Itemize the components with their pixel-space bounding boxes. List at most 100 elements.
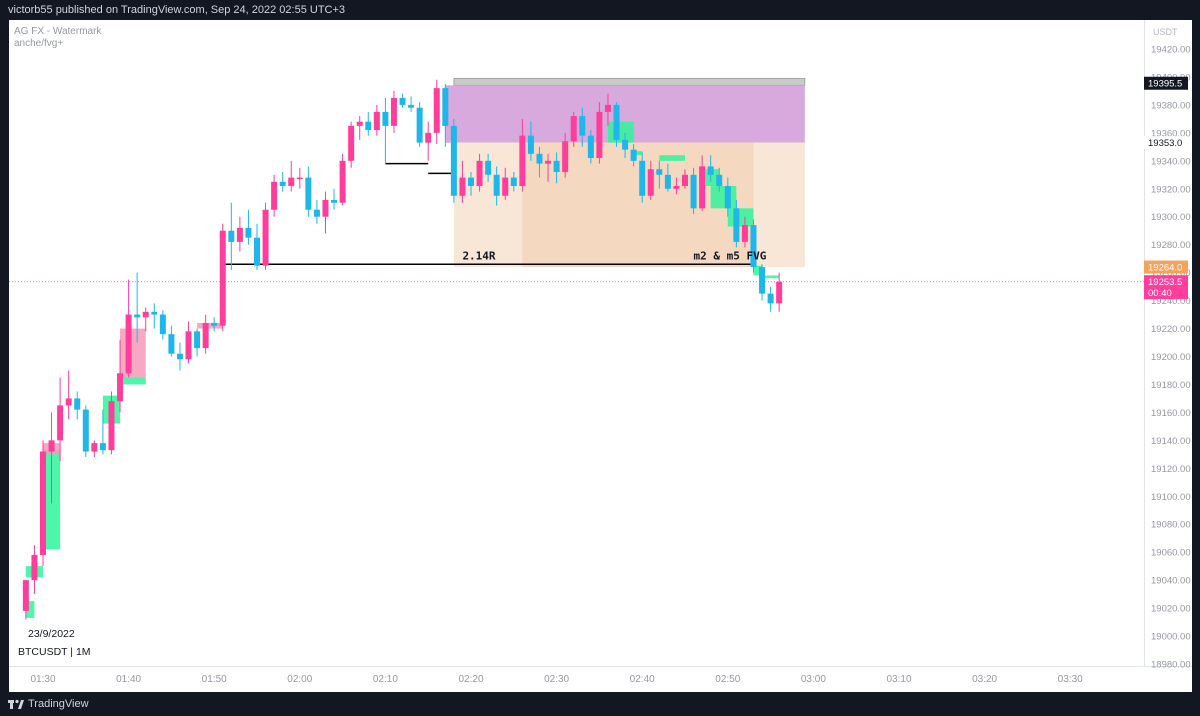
candle-body [545, 160, 552, 164]
candle-body [313, 209, 320, 217]
candle-body [647, 169, 654, 196]
candle-body [74, 398, 81, 410]
candle-body [519, 135, 526, 186]
candle-body [57, 405, 64, 441]
candle-body [553, 160, 560, 172]
time-tick-label: 03:10 [886, 674, 911, 685]
candle-body [279, 181, 286, 186]
price-tick-label: 19100.00 [1151, 492, 1191, 503]
price-tag-orange [1144, 260, 1188, 274]
candle-body [262, 209, 269, 266]
candle-body [408, 104, 415, 108]
candle-body [724, 185, 731, 209]
candle-body [570, 116, 577, 142]
price-tick-label: 19260.00 [1151, 268, 1191, 279]
candle-body [117, 373, 124, 402]
candle-body [442, 88, 449, 126]
candle-body [416, 107, 423, 143]
fvg-box-green [25, 601, 35, 618]
candle-body [202, 322, 209, 349]
plot-layer: 2.14R m2 & m5 FVG [9, 77, 1144, 620]
fvg-box-pink [197, 322, 223, 329]
candle-body [322, 199, 329, 217]
candle-body [707, 166, 714, 175]
tradingview-logo-icon [8, 699, 24, 709]
candle-body [759, 267, 766, 294]
date-label: 23/9/2022 [28, 628, 75, 640]
price-tick-label: 19380.00 [1151, 100, 1191, 111]
candle-body [399, 97, 406, 105]
candle-body [356, 121, 363, 126]
publish-header: victorb55 published on TradingView.com, … [8, 4, 346, 16]
candle-body [159, 314, 166, 335]
time-tick-label: 03:20 [972, 674, 997, 685]
fvg-box-green [659, 155, 685, 161]
price-tick-label: 19200.00 [1151, 352, 1191, 363]
candle-body [639, 160, 646, 196]
candle-body [65, 398, 72, 406]
annotation-label: 2.14R [462, 249, 495, 262]
price-tick-label: 19060.00 [1151, 548, 1191, 559]
time-axis[interactable] [9, 666, 1192, 692]
candle-body [476, 160, 483, 186]
candle-body [579, 116, 586, 136]
time-tick-label: 01:40 [116, 674, 141, 685]
price-tag-label: 19395.5 [1148, 79, 1182, 90]
candle-body [510, 177, 517, 186]
candle-body [613, 104, 620, 140]
time-tick-label: 02:00 [287, 674, 312, 685]
price-tick-label: 19320.00 [1151, 184, 1191, 195]
price-tag-label: 19353.0 [1148, 138, 1182, 149]
fvg-box-green [762, 275, 780, 279]
fvg-box-green [633, 151, 643, 156]
candle-body [48, 440, 55, 452]
price-tick-label: 19240.00 [1151, 296, 1191, 307]
candle-body [656, 169, 663, 175]
candle-body [219, 230, 226, 326]
price-axis[interactable] [1144, 20, 1192, 666]
price-tick-label: 19300.00 [1151, 212, 1191, 223]
price-tick-label: 19160.00 [1151, 408, 1191, 419]
candle-body [776, 281, 783, 304]
symbol-label: BTCUSDT | 1M [18, 646, 91, 658]
candle-body [699, 166, 706, 209]
price-tick-label: 19080.00 [1151, 520, 1191, 531]
fvg-box-green [120, 377, 146, 385]
candle-body [236, 227, 243, 242]
candle-body [245, 227, 252, 238]
candle-body [425, 132, 432, 143]
candle-body [716, 174, 723, 186]
candle-body [151, 311, 158, 315]
candle-body [682, 174, 688, 186]
time-tick-label: 01:50 [202, 674, 227, 685]
candle-body [365, 121, 372, 131]
candle-body [485, 160, 492, 175]
candle-body [767, 293, 774, 304]
time-tick-label: 03:30 [1058, 674, 1083, 685]
candle-body [459, 177, 466, 196]
candle-body [91, 443, 98, 452]
candle-body [185, 331, 192, 360]
price-tag-dark [1144, 76, 1188, 90]
candle-body [176, 353, 183, 360]
candle-body [31, 554, 38, 581]
candle-body [108, 401, 115, 451]
time-tick-label: 02:30 [544, 674, 569, 685]
candle-body [733, 208, 740, 242]
candle-body [382, 111, 389, 126]
fvg-box-pink [120, 328, 146, 378]
candle-body [305, 177, 312, 210]
time-tick-label: 03:00 [801, 674, 826, 685]
footer-brand: TradingView [28, 698, 89, 710]
candle-body [228, 230, 235, 242]
candle-body [125, 314, 132, 374]
time-tick-label: 01:30 [30, 674, 55, 685]
currency-label: USDT [1153, 27, 1178, 37]
candle-body [348, 125, 355, 161]
footer-bar: TradingView [0, 692, 1200, 716]
candle-body [134, 314, 141, 318]
price-tick-label: 19360.00 [1151, 128, 1191, 139]
price-tick-label: 19040.00 [1151, 576, 1191, 587]
price-tag-pink [1144, 275, 1188, 300]
